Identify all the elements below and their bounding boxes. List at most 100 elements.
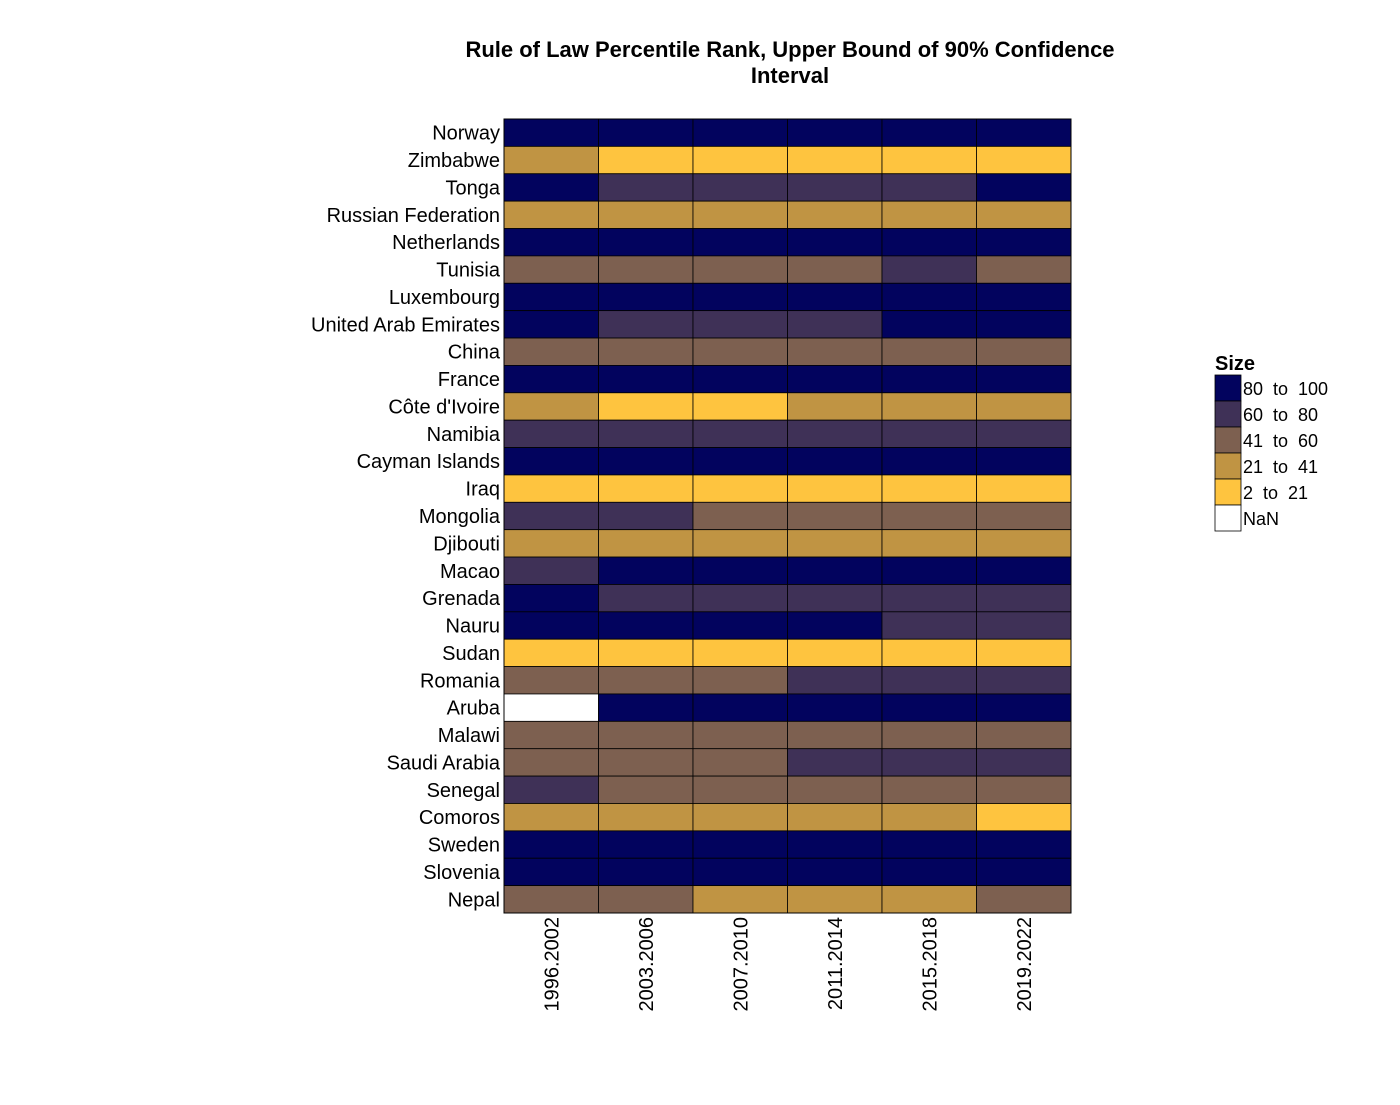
heatmap-cell (598, 529, 694, 558)
legend-swatch (1214, 452, 1242, 480)
heatmap-cell (787, 173, 883, 202)
heatmap-cell (598, 638, 694, 667)
heatmap-cell (976, 529, 1072, 558)
heatmap-cell (787, 638, 883, 667)
heatmap-cell (881, 173, 977, 202)
heatmap-cell (787, 145, 883, 175)
heatmap-cell (598, 419, 694, 448)
heatmap-cell (787, 748, 883, 777)
legend-swatch (1214, 400, 1242, 428)
heatmap-cell (692, 666, 788, 695)
legend-label: 41 to 60 (1243, 431, 1318, 451)
heatmap-cell (692, 365, 788, 394)
legend-swatch (1214, 504, 1242, 532)
heatmap-cell (692, 830, 788, 859)
heatmap-cell (692, 255, 788, 284)
heatmap-cell (881, 337, 977, 366)
heatmap-cell (598, 584, 694, 613)
heatmap-cell (881, 720, 977, 750)
y-tick-label: Russian Federation (327, 205, 500, 227)
heatmap-cell (976, 748, 1072, 777)
x-tick-label: 1996.2002 (541, 917, 563, 1012)
heatmap-cell (692, 748, 788, 777)
heatmap-cell (881, 556, 977, 585)
heatmap-cell (503, 885, 599, 914)
heatmap-cell (976, 584, 1072, 613)
heatmap-cell (787, 392, 883, 421)
legend-label: NaN (1243, 509, 1279, 529)
heatmap-cell (976, 830, 1072, 859)
heatmap-cell (976, 228, 1072, 257)
y-tick-label: Malawi (438, 725, 500, 747)
heatmap-cell (503, 310, 599, 339)
heatmap-cell (787, 337, 883, 366)
heatmap-cell (881, 392, 977, 421)
y-tick-label: Namibia (427, 424, 501, 446)
heatmap-cell (692, 200, 788, 229)
heatmap-cell (692, 447, 788, 476)
legend-label: 60 to 80 (1243, 405, 1318, 425)
heatmap-cell (976, 501, 1072, 531)
y-tick-label: Zimbabwe (408, 150, 500, 172)
heatmap-cell (503, 392, 599, 421)
heatmap-cell (881, 611, 977, 640)
legend-swatch (1214, 426, 1242, 454)
y-tick-label: Slovenia (423, 862, 501, 884)
heatmap-cell (787, 803, 883, 832)
heatmap-cell (503, 118, 599, 147)
heatmap-cell (692, 501, 788, 531)
heatmap-cell (598, 857, 694, 887)
heatmap-cell (881, 419, 977, 448)
heatmap-cell (598, 145, 694, 175)
heatmap-cell (976, 556, 1072, 585)
heatmap-cell (881, 830, 977, 859)
plot-border (503, 118, 1072, 914)
heatmap-cell (881, 501, 977, 531)
y-tick-label: United Arab Emirates (311, 314, 500, 336)
heatmap-cell (692, 638, 788, 667)
chart-title-line: Interval (751, 63, 829, 88)
heatmap-cell (503, 556, 599, 585)
heatmap-cell (503, 255, 599, 284)
heatmap-cell (787, 666, 883, 695)
heatmap-cell (976, 857, 1072, 887)
heatmap-cell (503, 200, 599, 229)
heatmap-cell (787, 611, 883, 640)
y-tick-label: Nauru (446, 616, 500, 638)
heatmap-cell (787, 365, 883, 394)
heatmap-cell (692, 556, 788, 585)
y-tick-label: Sweden (428, 835, 500, 857)
y-tick-label: France (438, 369, 500, 391)
heatmap-cell (881, 748, 977, 777)
heatmap-cell (787, 775, 883, 804)
heatmap-cell (881, 857, 977, 887)
heatmap-cell (881, 584, 977, 613)
heatmap-cell (598, 365, 694, 394)
heatmap-cell (692, 282, 788, 312)
heatmap-cell (503, 447, 599, 476)
y-tick-label: Senegal (427, 780, 500, 802)
legend-title: Size (1215, 353, 1255, 375)
legend: Size 80 to 100 60 to 80 41 to 60 21 to 41 2 t… (1214, 353, 1328, 532)
heatmap-cell (976, 173, 1072, 202)
heatmap-cell (787, 885, 883, 914)
y-tick-label: Côte d'Ivoire (388, 396, 500, 418)
heatmap-cell (598, 200, 694, 229)
heatmap-cell (503, 474, 599, 503)
heatmap-cell (976, 282, 1072, 312)
heatmap-cell (881, 885, 977, 914)
heatmap-cell (692, 310, 788, 339)
y-tick-label: Macao (440, 561, 500, 583)
heatmap-cell (787, 118, 883, 147)
heatmap-cell (503, 720, 599, 750)
heatmap-cell (787, 255, 883, 284)
y-tick-label: Grenada (422, 588, 501, 610)
heatmap-cell (881, 447, 977, 476)
legend-label: 2 to 21 (1243, 483, 1308, 503)
heatmap-cell (787, 200, 883, 229)
heatmap-cell (692, 529, 788, 558)
y-tick-label: Cayman Islands (357, 451, 500, 473)
x-tick-label: 2003.2006 (636, 917, 658, 1012)
